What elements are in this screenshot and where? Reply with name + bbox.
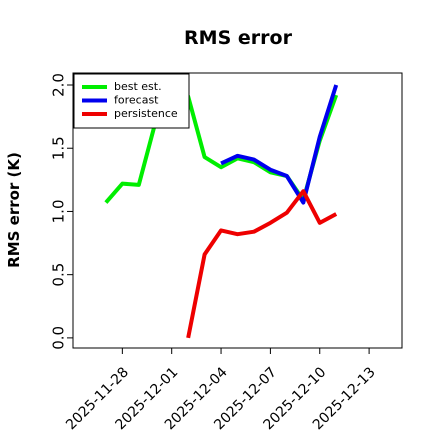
y-tick-label: 0.0 [50,326,68,350]
plot-frame [72,72,403,349]
series-line [186,189,338,339]
y-tick-label: 2.0 [50,73,68,97]
y-tick-label: 0.5 [50,263,68,287]
legend-label: persistence [114,107,178,120]
legend-label: best est. [114,80,162,93]
y-axis-label: RMS error (K) [5,152,23,268]
legend-label: forecast [114,94,159,107]
y-tick-label: 1.5 [50,136,68,160]
y-tick-label: 1.0 [50,200,68,224]
series-line [220,84,339,205]
chart-title: RMS error [184,27,293,49]
